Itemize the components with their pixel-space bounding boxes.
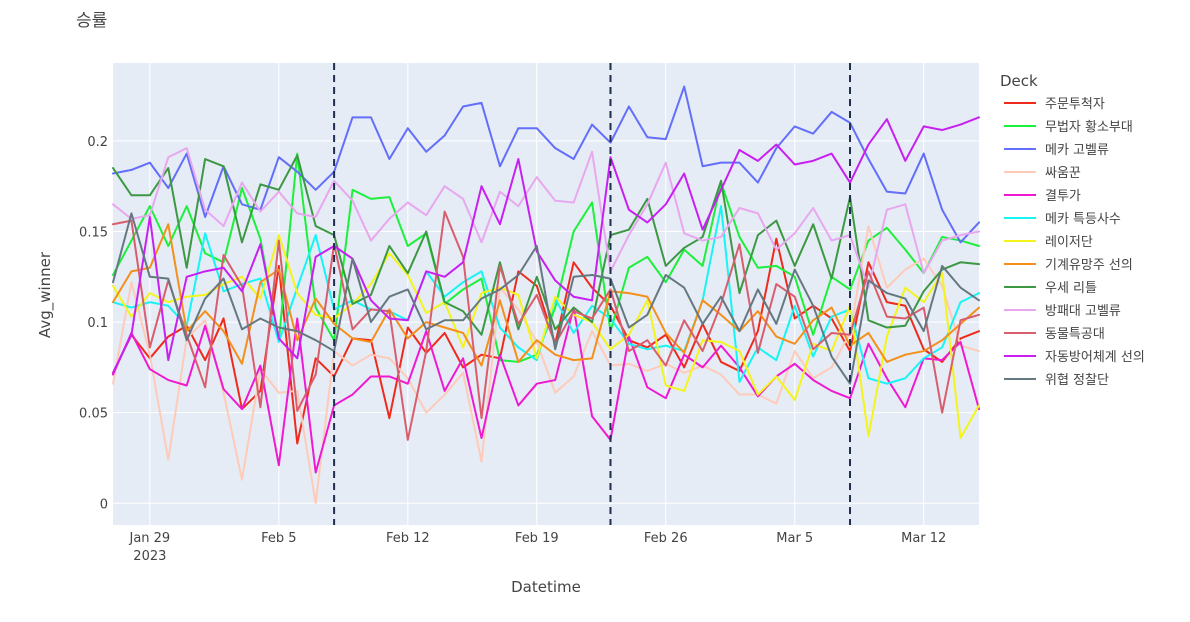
legend-item[interactable]: 기계유망주 선의 xyxy=(1004,258,1133,273)
x-tick-sublabel: 2023 xyxy=(133,549,166,564)
legend-item[interactable]: 메카 특등사수 xyxy=(1004,212,1121,227)
legend-label: 메카 특등사수 xyxy=(1045,212,1121,227)
legend-label: 주문투척자 xyxy=(1045,97,1105,112)
legend-item[interactable]: 무법자 황소부대 xyxy=(1004,120,1133,135)
series-line-11 xyxy=(112,116,980,374)
legend-label: 결투가 xyxy=(1045,189,1081,204)
legend-label: 레이저단 xyxy=(1045,235,1093,250)
legend-label: 방패대 고벨류 xyxy=(1045,304,1121,319)
x-gridlines xyxy=(149,63,925,525)
legend-item[interactable]: 결투가 xyxy=(1004,189,1081,204)
x-tick-label: Feb 26 xyxy=(644,531,688,546)
legend-label: 우세 리틀 xyxy=(1045,281,1097,296)
legend-item[interactable]: 메카 고벨류 xyxy=(1004,143,1109,158)
legend-item[interactable]: 주문투척자 xyxy=(1004,97,1105,112)
series-line-12 xyxy=(112,212,980,385)
legend-item[interactable]: 위협 정찰단 xyxy=(1004,373,1109,388)
series-line-4 xyxy=(112,306,980,474)
y-tick-label: 0.05 xyxy=(79,407,108,422)
x-tick-label: Mar 5 xyxy=(776,531,813,546)
series-line-2 xyxy=(112,85,980,244)
x-tick-label: Mar 12 xyxy=(901,531,946,546)
legend-label: 위협 정찰단 xyxy=(1045,373,1109,388)
y-tick-label: 0.1 xyxy=(87,316,108,331)
series-line-0 xyxy=(112,237,980,445)
legend-label: 무법자 황소부대 xyxy=(1045,120,1133,135)
y-axis-ticks: 0 0.05 0.1 0.15 0.2 xyxy=(79,135,108,512)
legend-item[interactable]: 싸움꾼 xyxy=(1004,166,1081,181)
series-line-9 xyxy=(112,147,980,289)
series-line-7 xyxy=(112,223,980,367)
x-axis-ticks: Jan 29 2023 Feb 5 Feb 12 Feb 19 Feb 26 Mar 5 Ma… xyxy=(128,531,946,564)
series-line-10 xyxy=(112,210,980,441)
y-tick-label: 0.15 xyxy=(79,225,108,240)
legend-label: 싸움꾼 xyxy=(1045,166,1081,181)
x-axis-label: Datetime xyxy=(511,578,581,596)
legend-item[interactable]: 동물특공대 xyxy=(1004,327,1105,342)
x-tick-label: Feb 19 xyxy=(515,531,559,546)
legend-item[interactable]: 레이저단 xyxy=(1004,235,1093,250)
y-tick-label: 0.2 xyxy=(87,135,108,150)
legend-item[interactable]: 우세 리틀 xyxy=(1004,281,1097,296)
x-tick-label: Feb 5 xyxy=(261,531,296,546)
legend-label: 동물특공대 xyxy=(1045,327,1105,342)
y-axis-label: Avg_winner xyxy=(36,251,55,338)
x-tick-label: Feb 12 xyxy=(386,531,430,546)
y-tick-label: 0 xyxy=(100,497,108,512)
chart-title: 승률 xyxy=(76,11,107,31)
legend-label: 자동방어체계 선의 xyxy=(1045,350,1145,365)
reference-lines xyxy=(333,63,852,525)
x-tick-label: Jan 29 xyxy=(128,531,170,546)
legend-item[interactable]: 자동방어체계 선의 xyxy=(1004,350,1145,365)
legend-label: 기계유망주 선의 xyxy=(1045,258,1133,273)
legend-label: 메카 고벨류 xyxy=(1045,143,1109,158)
legend-item[interactable]: 방패대 고벨류 xyxy=(1004,304,1121,319)
legend-title: Deck xyxy=(1000,72,1038,90)
series-lines xyxy=(112,85,980,505)
